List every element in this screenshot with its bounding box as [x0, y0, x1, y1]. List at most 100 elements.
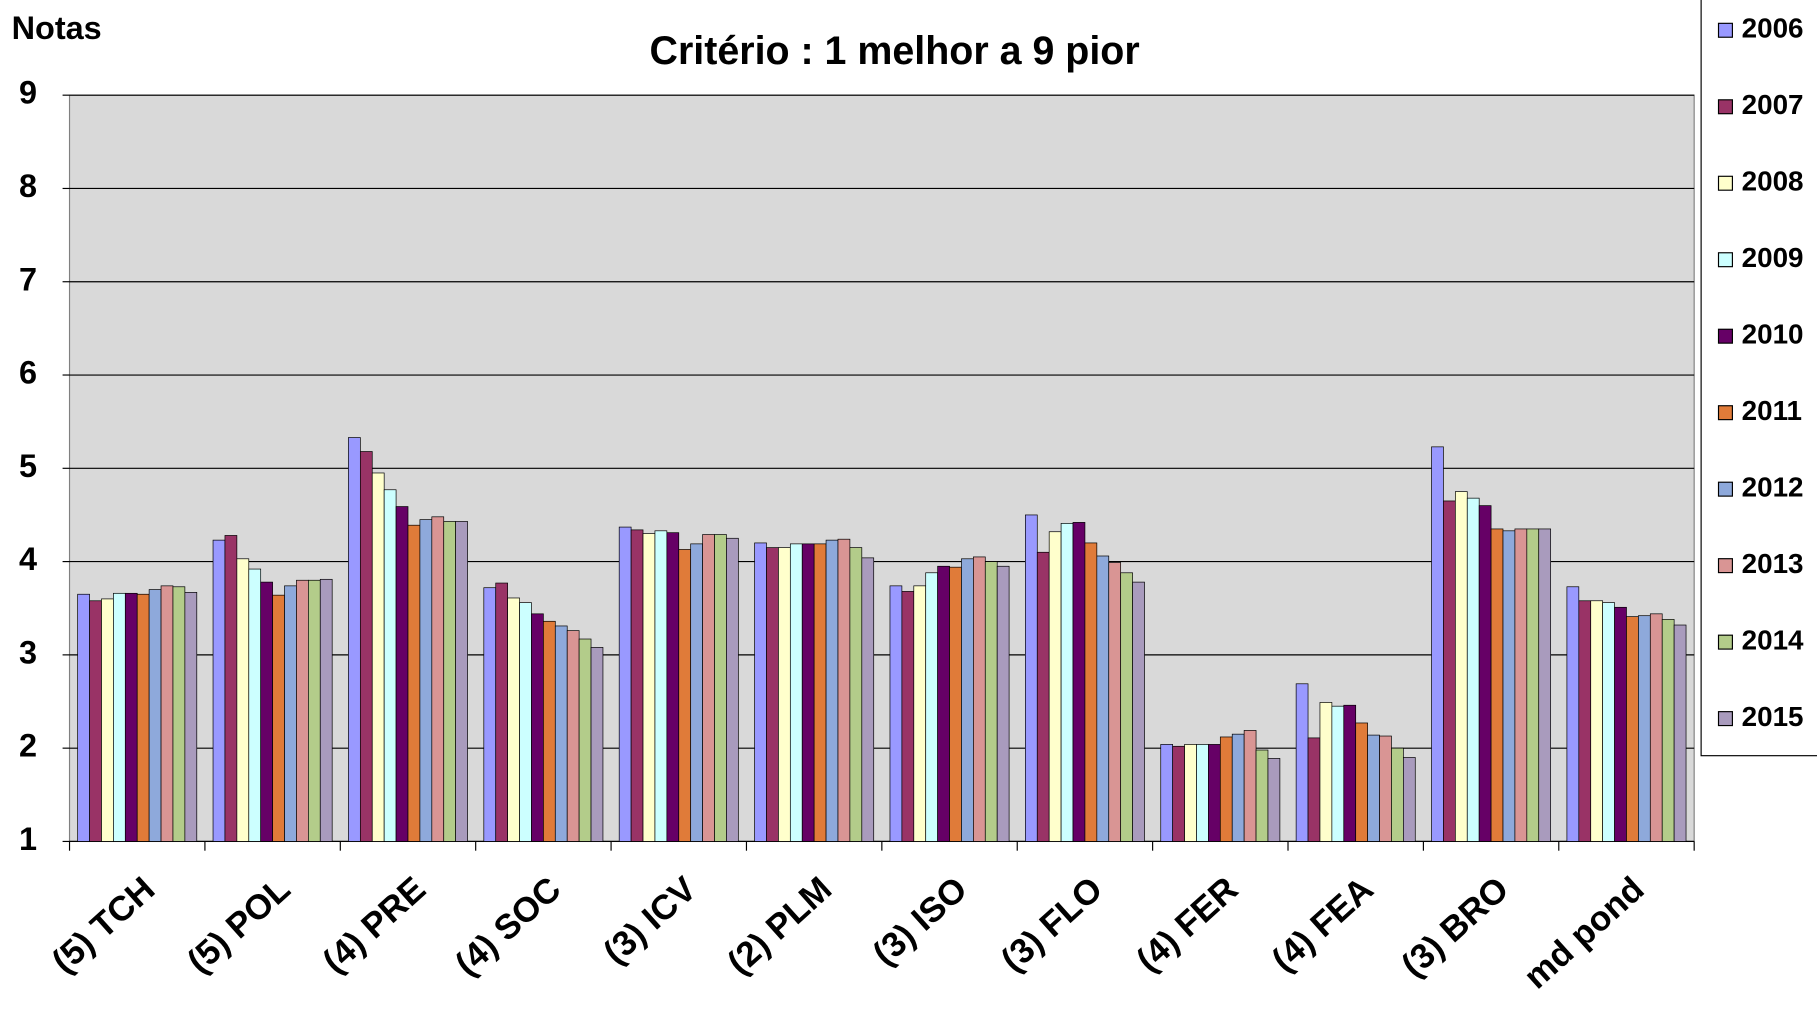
- bar: [1526, 528, 1540, 842]
- bar: [319, 578, 333, 842]
- bar: [236, 558, 250, 842]
- bar: [1036, 551, 1050, 842]
- bar: [1267, 758, 1281, 842]
- bar: [543, 620, 556, 842]
- legend-swatch: [1717, 481, 1733, 497]
- bar: [766, 547, 779, 842]
- bar: [172, 586, 186, 842]
- bar: [1538, 528, 1552, 842]
- bar: [1614, 606, 1627, 842]
- bar: [1255, 749, 1269, 842]
- bar: [1638, 615, 1651, 842]
- bar: [101, 598, 114, 842]
- bar: [1084, 542, 1098, 842]
- x-tick-label: (3) FLO: [994, 870, 1110, 980]
- bar: [1673, 624, 1687, 842]
- legend-swatch: [1717, 175, 1733, 191]
- bar: [949, 566, 962, 842]
- bar: [901, 591, 915, 842]
- bar: [630, 529, 644, 842]
- bar: [224, 535, 238, 842]
- bar: [419, 519, 433, 842]
- bar: [1295, 683, 1309, 842]
- bar: [1502, 530, 1516, 842]
- bar: [578, 638, 592, 842]
- bar: [984, 561, 998, 842]
- y-axis-label: Notas: [12, 10, 102, 46]
- bar: [1566, 586, 1580, 842]
- bar: [296, 579, 309, 842]
- bar: [124, 592, 138, 842]
- bar: [1578, 600, 1592, 842]
- bar: [1219, 736, 1233, 842]
- x-tick-label: md pond: [1517, 870, 1651, 996]
- bar: [148, 589, 162, 842]
- bar: [1661, 619, 1675, 842]
- bar: [395, 506, 409, 842]
- y-tick-label: 7: [19, 261, 37, 297]
- bar: [754, 542, 767, 842]
- bar: [348, 437, 361, 842]
- legend-label: 2011: [1742, 395, 1802, 426]
- bar: [690, 543, 703, 842]
- bar: [925, 572, 938, 842]
- bar: [801, 543, 815, 842]
- legend-label: 2007: [1742, 89, 1804, 120]
- bar: [531, 613, 544, 842]
- bar: [272, 594, 285, 842]
- bar: [961, 558, 974, 842]
- y-tick-label: 5: [19, 448, 37, 484]
- legend-label: 2008: [1742, 166, 1804, 197]
- bar: [308, 579, 321, 842]
- bar: [666, 532, 680, 842]
- bar: [1319, 702, 1333, 842]
- legend-label: 2009: [1742, 242, 1804, 273]
- x-tick-label: (2) PLM: [721, 870, 840, 982]
- bar: [77, 593, 90, 842]
- y-tick-label: 1: [19, 821, 37, 857]
- bar: [837, 538, 851, 842]
- x-tick-label: (3) BRO: [1395, 870, 1517, 985]
- bar: [566, 630, 580, 842]
- bar: [483, 587, 497, 842]
- bar: [678, 549, 692, 842]
- bar: [642, 533, 656, 842]
- x-tick-label: (3) ISO: [866, 870, 975, 973]
- x-tick-label: (5) TCH: [45, 870, 162, 981]
- legend-swatch: [1717, 22, 1733, 38]
- legend-label: 2015: [1742, 701, 1804, 732]
- bar: [554, 625, 568, 842]
- x-tick-label: (4) FEA: [1265, 870, 1381, 980]
- bar: [1025, 514, 1038, 842]
- y-tick-label: 8: [19, 168, 37, 204]
- bar: [248, 568, 262, 842]
- y-tick-label: 6: [19, 355, 37, 391]
- y-tick-label: 2: [19, 728, 37, 764]
- bar: [1602, 602, 1615, 842]
- x-tick-label: (4) PRE: [316, 870, 433, 981]
- bar: [590, 647, 604, 842]
- y-tick-label: 9: [19, 75, 37, 111]
- bar: [1208, 744, 1221, 842]
- bar: [1184, 744, 1197, 842]
- bar: [654, 530, 668, 842]
- bar: [1431, 446, 1444, 842]
- bar: [1160, 744, 1174, 842]
- bar: [495, 582, 508, 842]
- bar: [1626, 616, 1639, 842]
- bar: [618, 526, 632, 842]
- bar: [849, 547, 863, 842]
- bar: [1379, 735, 1392, 842]
- bar: [1196, 744, 1209, 842]
- bar: [1590, 600, 1603, 842]
- legend-label: 2006: [1742, 13, 1804, 44]
- bar: [996, 565, 1010, 842]
- bar: [443, 521, 456, 842]
- bar: [861, 557, 875, 842]
- bar: [1355, 722, 1368, 842]
- bar: [284, 585, 297, 842]
- bar: [1454, 491, 1468, 842]
- bar: [973, 556, 986, 842]
- bar: [825, 539, 839, 842]
- legend-swatch: [1717, 99, 1733, 115]
